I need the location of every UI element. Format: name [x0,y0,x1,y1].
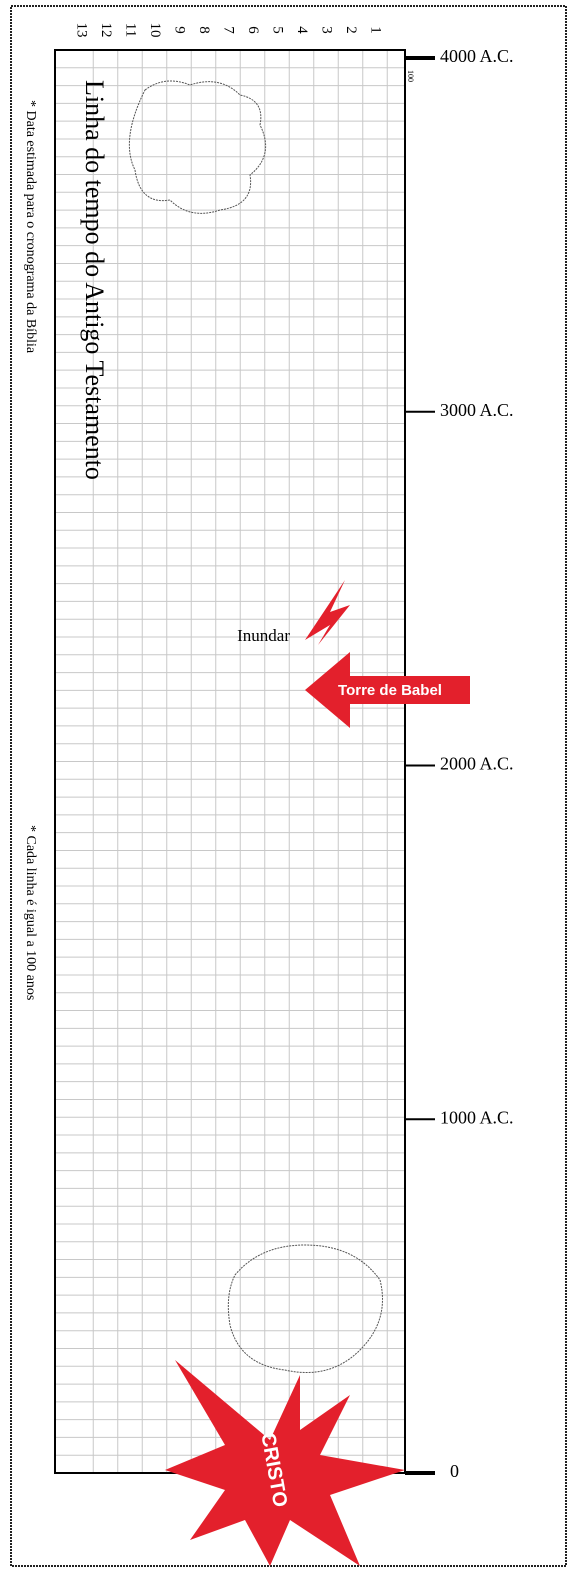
column-number: 3 [319,26,335,34]
christ-burst [165,1360,405,1566]
year-label: 4000 A.C. [440,46,514,66]
lightning [305,580,350,645]
flood-label: Inundar [237,626,290,645]
column-number: 12 [98,23,114,38]
year-label: 3000 A.C. [440,400,514,420]
column-number: 10 [147,23,163,38]
year-label: 1000 A.C. [440,1107,514,1127]
column-number: 5 [270,26,286,34]
title: Linha do tempo do Antigo Testamento [80,80,109,480]
year-label: 2000 A.C. [440,754,514,774]
column-number: 2 [343,26,359,34]
note: * Cada linha é igual a 100 anos [23,825,38,1000]
page: Linha do tempo do Antigo Testamento * Da… [0,0,572,1572]
note: * Data estimada para o cronograma da Bíb… [23,100,38,354]
column-number: 13 [74,23,90,38]
christ-drawing [228,1245,382,1373]
column-number: 8 [196,26,212,34]
scale-label: 100 [406,70,415,82]
column-number: 11 [123,23,139,37]
creation-drawing [129,81,265,213]
column-number: 7 [221,26,237,34]
column-number: 9 [172,26,188,34]
year-label: 0 [450,1461,459,1481]
column-number: 6 [245,26,261,34]
timeline-page: Linha do tempo do Antigo Testamento * Da… [0,0,572,1572]
column-number: 1 [368,26,384,34]
babel-label: Torre de Babel [338,682,442,699]
column-number: 4 [294,26,310,34]
